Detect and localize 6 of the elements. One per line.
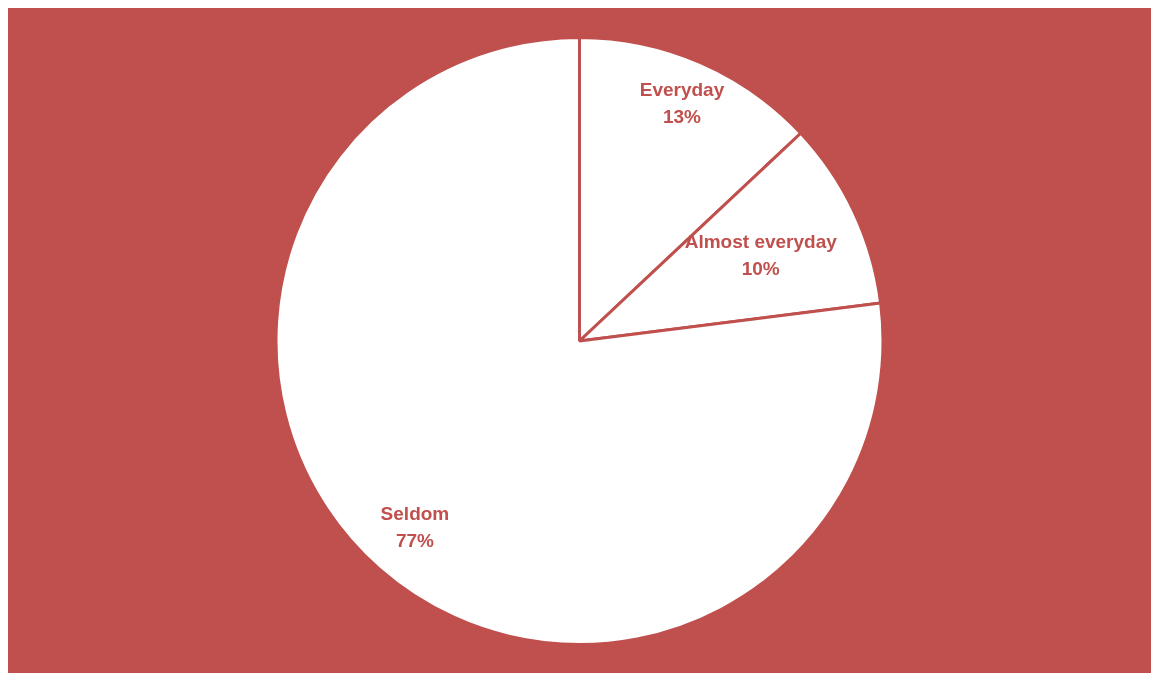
slice-label: Everyday (639, 79, 725, 101)
slice-label: Almost everyday (684, 230, 838, 252)
data-label: 77% (395, 529, 435, 551)
slice-label: Seldom (380, 502, 450, 524)
data-label: 10% (741, 257, 780, 279)
data-label: 13% (662, 106, 702, 128)
